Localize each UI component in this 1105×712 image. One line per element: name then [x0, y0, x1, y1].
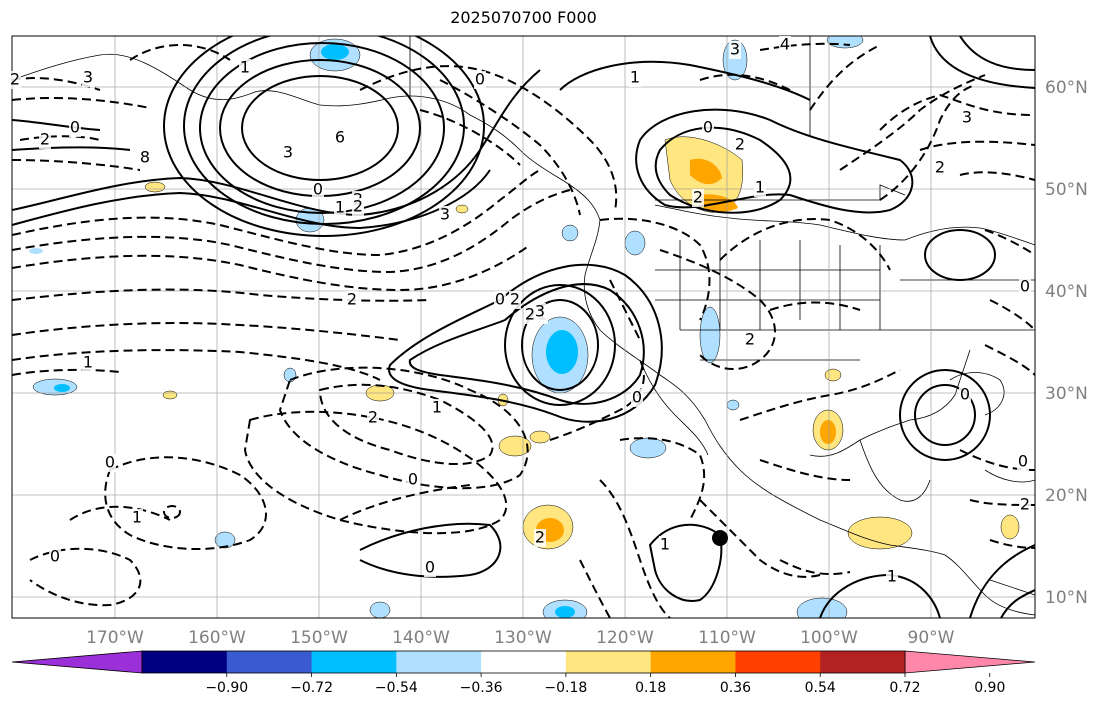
lon-tick-label: 140°W: [392, 628, 450, 648]
contour-label: 2: [368, 408, 378, 427]
lat-tick-label: 30°N: [1045, 384, 1088, 404]
contour-label: 2: [510, 290, 520, 309]
contour-label: 3: [83, 68, 93, 87]
lon-tick-label: 110°W: [698, 628, 756, 648]
contour-label: 3: [440, 205, 450, 224]
colorbar-tick-label: −0.72: [290, 680, 333, 696]
colorbar-band: [820, 651, 906, 673]
colorbar-band: [650, 651, 736, 673]
contour-label: 0: [960, 385, 970, 404]
contour-label: 0: [495, 290, 505, 309]
contour-label: 2: [535, 528, 545, 547]
contour-label: 2: [693, 188, 703, 207]
contour-label: 1: [335, 198, 345, 217]
contour-label: 2: [735, 135, 745, 154]
colorbar-under-triangle: [11, 650, 143, 674]
contour-label: 0: [70, 118, 80, 137]
contour-label: 2: [1020, 495, 1030, 514]
contour-label: 6: [335, 128, 345, 147]
colorbar-band: [311, 651, 397, 673]
contour-label: 0: [105, 453, 115, 472]
lat-tick-label: 50°N: [1045, 180, 1088, 200]
colorbar-tick-label: 0.18: [635, 680, 666, 696]
lat-tick-label: 60°N: [1045, 78, 1088, 98]
contour-label: 1: [660, 535, 670, 554]
contour-label: 0: [703, 118, 713, 137]
negative-contours: [12, 42, 1035, 618]
contour-label: 3: [535, 302, 545, 321]
colorbar: [11, 650, 1036, 674]
colorbar-tick-label: −0.90: [205, 680, 248, 696]
contour-label: 0: [50, 547, 60, 566]
colorbar-tick-label: −0.36: [460, 680, 503, 696]
contour-label: 1: [630, 68, 640, 87]
colorbar-band: [142, 651, 228, 673]
colorbar-tick-label: −0.18: [544, 680, 587, 696]
colorbar-tick-label: −0.54: [375, 680, 418, 696]
contour-label: 3: [730, 40, 740, 59]
colorbar-tick-label: 0.54: [805, 680, 836, 696]
contour-label: 0: [1018, 452, 1028, 471]
shaded-areas: [29, 36, 1020, 618]
contour-label: 2: [353, 197, 363, 216]
colorbar-tick-label: 0.90: [974, 680, 1005, 696]
latitude-labels: 60°N 50°N 40°N 30°N 20°N 10°N: [1045, 78, 1088, 608]
contour-label: 1: [240, 58, 250, 77]
contour-label: 2: [347, 290, 357, 309]
contour-label: 1: [132, 508, 142, 527]
lon-tick-label: 130°W: [494, 628, 552, 648]
contour-label: 1: [432, 398, 442, 417]
contour-label: 3: [283, 143, 293, 162]
lat-tick-label: 10°N: [1045, 588, 1088, 608]
colorbar-band: [226, 651, 313, 673]
contour-label: 2: [745, 330, 755, 349]
colorbar-band: [735, 651, 821, 673]
contour-label: 1: [83, 353, 93, 372]
contour-label: 2: [525, 305, 535, 324]
contour-labels: 3202186301232210120143201223212001210000…: [9, 35, 1031, 586]
colorbar-band: [565, 651, 652, 673]
colorbar-tick-label: 0.72: [889, 680, 920, 696]
lon-tick-label: 120°W: [596, 628, 654, 648]
contour-label: 0: [425, 558, 435, 577]
lat-tick-label: 20°N: [1045, 486, 1088, 506]
lon-tick-label: 160°W: [188, 628, 246, 648]
contour-label: 3: [962, 108, 972, 127]
lon-tick-label: 170°W: [86, 628, 144, 648]
longitude-labels: 170°W 160°W 150°W 140°W 130°W 120°W 110°W 100°W…: [86, 628, 955, 648]
location-marker: [712, 530, 728, 546]
lat-tick-label: 40°N: [1045, 282, 1088, 302]
colorbar-over-triangle: [904, 650, 1036, 674]
contour-label: 4: [780, 35, 790, 54]
contour-label: 8: [140, 148, 150, 167]
colorbar-tick-label: 0.36: [720, 680, 751, 696]
lon-tick-label: 100°W: [800, 628, 858, 648]
coastlines: [12, 36, 1035, 616]
contour-label: 2: [40, 130, 50, 149]
contour-label: 0: [632, 388, 642, 407]
lon-tick-label: 150°W: [290, 628, 348, 648]
contour-label: 2: [10, 70, 20, 89]
contour-label: 0: [1020, 277, 1030, 296]
colorbar-band: [396, 651, 482, 673]
contour-label: 0: [408, 470, 418, 489]
contour-label: 2: [935, 158, 945, 177]
contour-label: 1: [755, 178, 765, 197]
figure-title: 2025070700 F000: [450, 8, 597, 27]
contour-label: 0: [475, 70, 485, 89]
contour-label: 1: [887, 567, 897, 586]
colorbar-tick-labels: −0.90 −0.72 −0.54 −0.36 −0.18 0.18 0.36 0.54 0.7…: [205, 673, 1005, 696]
contour-label: 0: [313, 180, 323, 199]
lon-tick-label: 90°W: [908, 628, 955, 648]
colorbar-band: [481, 651, 567, 673]
